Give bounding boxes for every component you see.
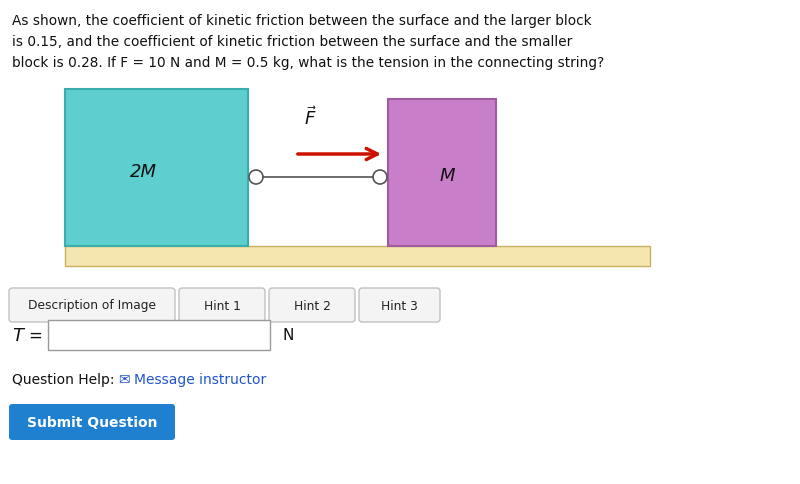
Text: Message instructor: Message instructor (134, 372, 266, 386)
FancyBboxPatch shape (65, 90, 248, 246)
Text: is 0.15, and the coefficient of kinetic friction between the surface and the sma: is 0.15, and the coefficient of kinetic … (12, 35, 572, 49)
Text: M: M (440, 167, 455, 185)
Text: Description of Image: Description of Image (28, 299, 156, 312)
FancyBboxPatch shape (179, 288, 265, 322)
Text: Hint 1: Hint 1 (203, 299, 241, 312)
FancyBboxPatch shape (359, 288, 440, 322)
FancyBboxPatch shape (65, 246, 650, 267)
Text: Question Help:: Question Help: (12, 372, 114, 386)
Text: Hint 3: Hint 3 (381, 299, 418, 312)
Text: N: N (282, 328, 294, 343)
Text: =: = (28, 326, 42, 344)
FancyBboxPatch shape (269, 288, 355, 322)
FancyBboxPatch shape (9, 288, 175, 322)
Text: As shown, the coefficient of kinetic friction between the surface and the larger: As shown, the coefficient of kinetic fri… (12, 14, 592, 28)
FancyBboxPatch shape (388, 100, 496, 246)
Text: Hint 2: Hint 2 (294, 299, 330, 312)
Text: $\vec{F}$: $\vec{F}$ (304, 106, 316, 129)
Text: 2M: 2M (130, 162, 157, 180)
FancyBboxPatch shape (48, 320, 270, 350)
Text: ✉: ✉ (118, 372, 130, 386)
Text: block is 0.28. If F = 10 N and M = 0.5 kg, what is the tension in the connecting: block is 0.28. If F = 10 N and M = 0.5 k… (12, 56, 604, 70)
Text: T: T (12, 326, 23, 344)
Text: Submit Question: Submit Question (26, 415, 158, 429)
FancyBboxPatch shape (9, 404, 175, 440)
